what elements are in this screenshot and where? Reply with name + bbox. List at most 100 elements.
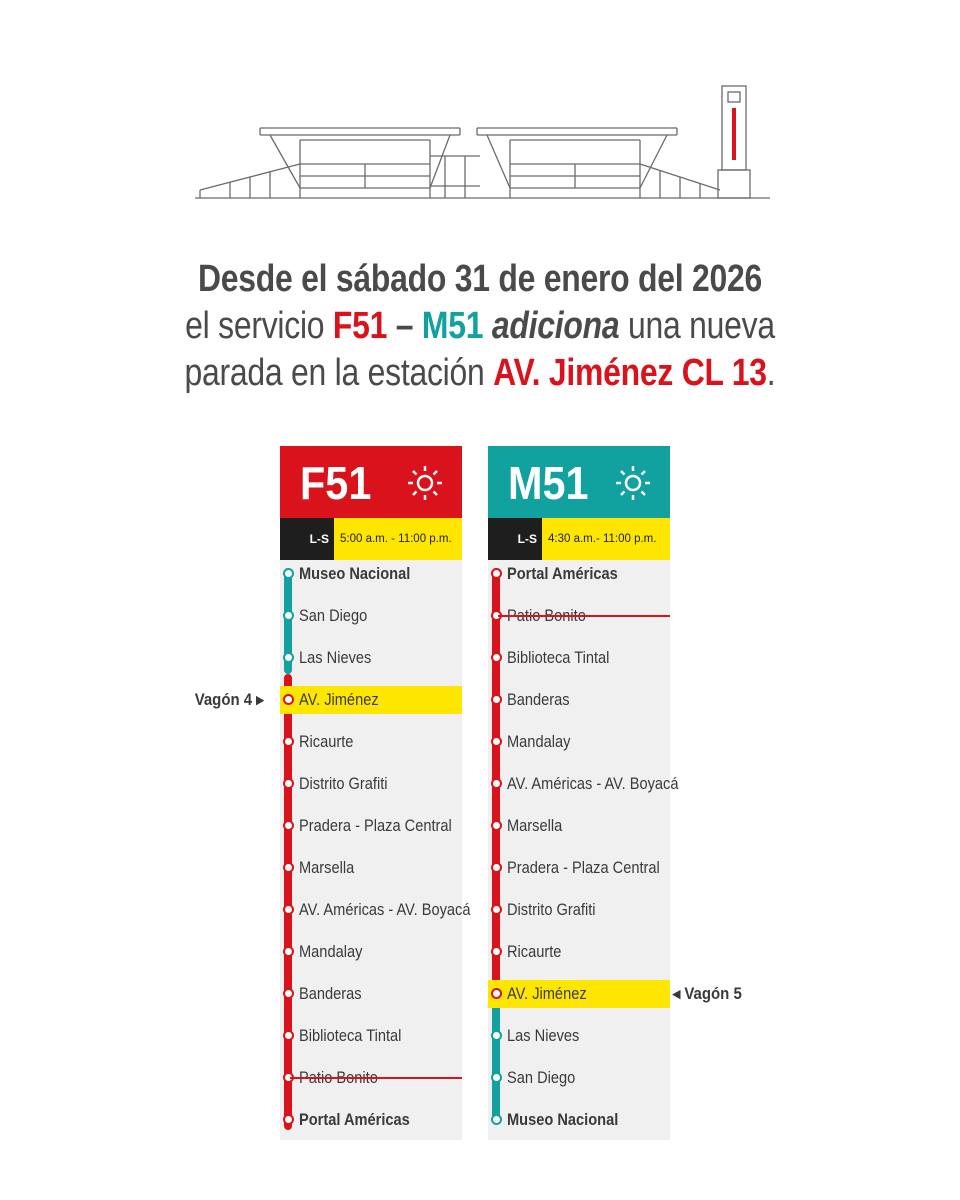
stop-name: Mandalay — [507, 732, 571, 751]
headline-line-3: parada en la estación AV. Jiménez CL 13. — [77, 350, 883, 397]
sun-icon — [616, 466, 650, 500]
stop-name: Las Nieves — [299, 648, 372, 667]
stop-name: AV. Jiménez — [299, 690, 379, 709]
stop-name: Portal Américas — [299, 1110, 410, 1129]
headline-period: . — [766, 352, 776, 394]
stop-row: Distrito Grafiti — [280, 770, 462, 798]
stop-name: Ricaurte — [507, 942, 562, 961]
stop-row: Distrito Grafiti — [488, 896, 670, 924]
route-schedule: L-S 4:30 a.m.- 11:00 p.m. — [488, 518, 670, 560]
stop-dot — [491, 946, 502, 957]
strikethrough-line — [498, 615, 670, 617]
totem-red-stripe — [732, 108, 736, 160]
stop-name: Biblioteca Tintal — [507, 648, 610, 667]
route-code: F51 — [300, 457, 372, 509]
stop-dot — [491, 1114, 502, 1125]
stop-name: Museo Nacional — [299, 564, 411, 583]
route-schedule: L-S 5:00 a.m. - 11:00 p.m. — [280, 518, 462, 560]
route-card-f51: F51 L-S 5:00 a.m. - 11:00 p.m. Museo Nac… — [280, 446, 470, 1140]
sun-icon — [408, 466, 442, 500]
line-segment-teal — [492, 992, 500, 1122]
arrow-right-icon: ▸ — [256, 690, 264, 709]
stop-name: Distrito Grafiti — [299, 774, 388, 793]
headline-line-1: Desde el sábado 31 de enero del 2026 — [197, 258, 762, 300]
stop-row: AV. Américas - AV. Boyacá — [280, 896, 470, 924]
headline-dash: – — [387, 305, 422, 347]
stop-dot — [491, 1072, 502, 1083]
stop-row: Mandalay — [280, 938, 462, 966]
line-segment-red — [284, 674, 292, 1130]
stop-dot — [491, 862, 502, 873]
stop-dot — [491, 778, 502, 789]
stop-dot — [491, 736, 502, 747]
line-segment-red — [492, 568, 500, 984]
stop-dot — [491, 1030, 502, 1041]
stop-row: Museo Nacional — [488, 1106, 670, 1134]
arrow-left-icon: ◂ — [672, 984, 681, 1003]
stop-row: Pradera - Plaza Central — [488, 854, 670, 882]
route-code-f51: F51 — [332, 305, 388, 347]
headline-verb: adiciona — [491, 305, 620, 347]
headline-line-2: el servicio F51 – M51 adiciona una nueva — [77, 303, 883, 350]
route-card-m51: M51 L-S 4:30 a.m.- 11:00 p.m. Portal Amé… — [488, 446, 678, 1140]
stop-name: San Diego — [507, 1068, 576, 1087]
stop-row: Las Nieves — [488, 1022, 670, 1050]
stop-row: Patio Bonito — [488, 602, 670, 630]
stop-name: Distrito Grafiti — [507, 900, 596, 919]
stop-list: Museo Nacional San Diego Las Nieves AV. Jim… — [280, 560, 470, 1140]
stop-dot — [491, 988, 502, 999]
schedule-hours: 5:00 a.m. - 11:00 p.m. — [334, 518, 462, 560]
stop-name: AV. Américas - AV. Boyacá — [299, 900, 471, 919]
stop-row: Mandalay — [488, 728, 670, 756]
route-code-m51: M51 — [421, 305, 484, 347]
stop-dot — [283, 1030, 294, 1041]
stop-dot — [283, 988, 294, 999]
stop-dot — [283, 1114, 294, 1125]
stop-row: Ricaurte — [280, 728, 462, 756]
station-building-illustration — [195, 85, 770, 199]
route-code: M51 — [508, 457, 589, 509]
vagon-label-text: Vagón 5 — [684, 984, 742, 1003]
strikethrough-line — [290, 1077, 462, 1079]
stop-row: Pradera - Plaza Central — [280, 812, 462, 840]
stop-dot — [491, 904, 502, 915]
route-header: M51 — [488, 446, 670, 518]
headline: Desde el sábado 31 de enero del 2026 el … — [77, 256, 883, 397]
stop-dot — [491, 652, 502, 663]
stop-row: Banderas — [280, 980, 462, 1008]
stop-name: Banderas — [299, 984, 362, 1003]
stop-name: Pradera - Plaza Central — [507, 858, 660, 877]
headline-station-name: AV. Jiménez CL 13 — [493, 352, 767, 394]
stop-name: Marsella — [507, 816, 563, 835]
stop-row: AV. Américas - AV. Boyacá — [488, 770, 678, 798]
stop-row: Patio Bonito — [280, 1064, 462, 1092]
stop-row: Marsella — [488, 812, 670, 840]
stop-row: Portal Américas — [488, 560, 670, 588]
stop-row: Las Nieves — [280, 644, 462, 672]
headline-text: parada en la estación — [184, 352, 494, 394]
stop-list: Portal Américas Patio Bonito Biblioteca Ti… — [488, 560, 678, 1140]
stop-row: Biblioteca Tintal — [488, 644, 670, 672]
stop-name: Pradera - Plaza Central — [299, 816, 452, 835]
stop-name: Las Nieves — [507, 1026, 580, 1045]
stop-row-new-stop: AV. Jiménez — [488, 980, 670, 1008]
stop-dot — [491, 568, 502, 579]
route-header: F51 — [280, 446, 462, 518]
line-segment-teal — [284, 568, 292, 674]
stop-row: Marsella — [280, 854, 462, 882]
schedule-days: L-S — [488, 518, 542, 560]
vagon-4-label: Vagón 4 ▸ — [195, 690, 264, 710]
stop-dot — [283, 736, 294, 747]
stop-row: Museo Nacional — [280, 560, 462, 588]
stop-dot — [283, 946, 294, 957]
schedule-hours: 4:30 a.m.- 11:00 p.m. — [542, 518, 670, 560]
headline-text: una nueva — [619, 305, 775, 347]
stop-row: Biblioteca Tintal — [280, 1022, 462, 1050]
stop-row: Ricaurte — [488, 938, 670, 966]
stop-name: Marsella — [299, 858, 355, 877]
stop-name: Biblioteca Tintal — [299, 1026, 402, 1045]
stop-name: AV. Jiménez — [507, 984, 587, 1003]
stop-dot — [491, 694, 502, 705]
stop-name: Mandalay — [299, 942, 363, 961]
stop-dot — [491, 820, 502, 831]
